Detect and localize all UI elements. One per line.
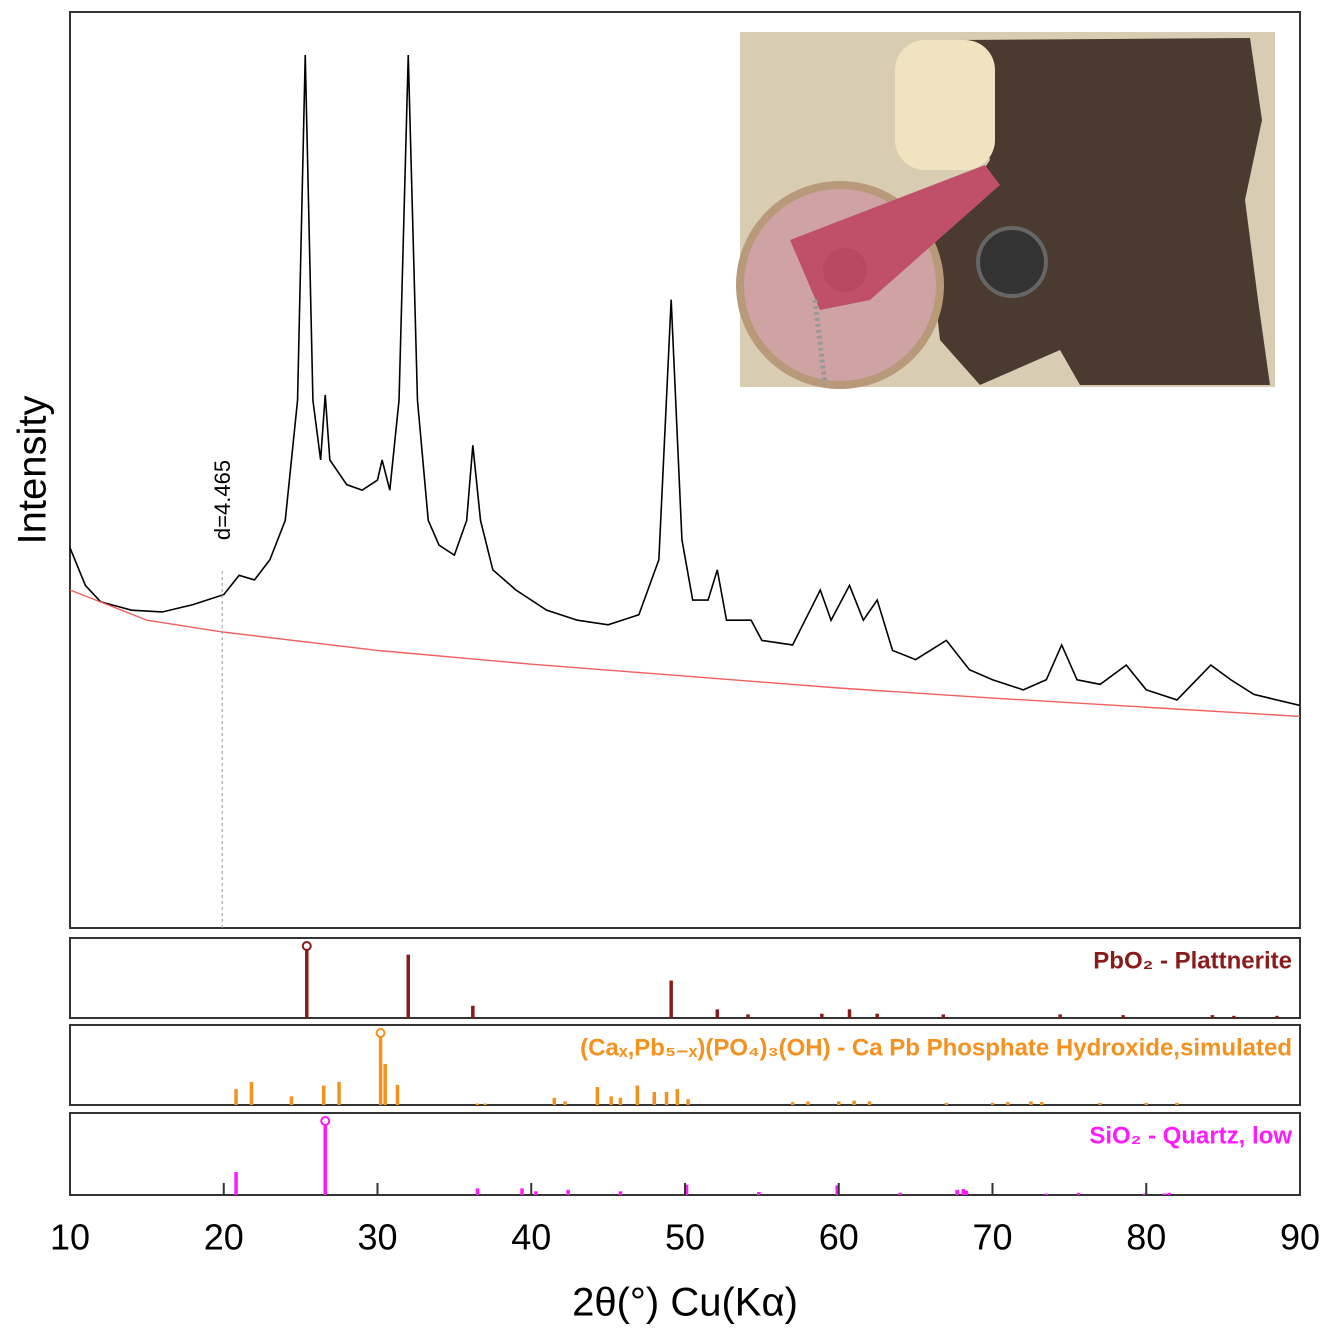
inset-photo — [740, 32, 1275, 387]
chart: Intensity d=4.465 PbO₂ - Plattnerite (Caₓ,… — [0, 0, 1329, 1343]
peak-marker — [303, 942, 311, 950]
peak-marker — [321, 1117, 329, 1125]
x-tick-label: 70 — [972, 1217, 1012, 1258]
x-tick-label: 10 — [50, 1217, 90, 1258]
x-tick-label: 30 — [357, 1217, 397, 1258]
x-tick-label: 40 — [511, 1217, 551, 1258]
y-axis-label: Intensity — [11, 396, 55, 545]
series-line — [70, 590, 1300, 716]
annotation-label: d=4.465 — [210, 460, 235, 540]
x-tick-label: 20 — [204, 1217, 244, 1258]
pattern-label: SiO₂ - Quartz, low — [1089, 1122, 1292, 1149]
peak-marker — [377, 1029, 385, 1037]
pattern-label: PbO₂ - Plattnerite — [1093, 947, 1292, 974]
x-tick-label: 50 — [665, 1217, 705, 1258]
x-tick-label: 60 — [819, 1217, 859, 1258]
x-tick-label: 90 — [1280, 1217, 1320, 1258]
x-tick-label: 80 — [1126, 1217, 1166, 1258]
x-axis-label: 2θ(°) Cu(Kα) — [572, 1281, 798, 1325]
pattern-label: (Caₓ,Pb₅₋ₓ)(PO₄)₃(OH) - Ca Pb Phosphate … — [580, 1034, 1292, 1061]
